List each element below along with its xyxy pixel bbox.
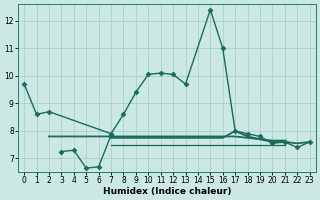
X-axis label: Humidex (Indice chaleur): Humidex (Indice chaleur) bbox=[103, 187, 231, 196]
